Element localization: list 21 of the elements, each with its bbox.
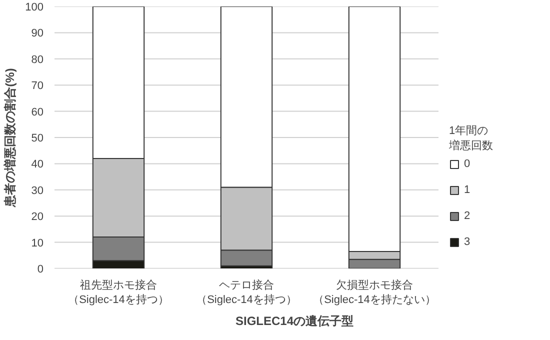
y-axis-title: 患者の増悪回数の割合(%): [3, 68, 18, 208]
legend-title: 1年間の増悪回数: [449, 124, 493, 153]
y-tick-label: 70: [31, 80, 44, 92]
y-tick-label: 10: [31, 237, 44, 250]
legend-label: 3: [464, 236, 472, 248]
x-tick-label: 祖先型ホモ接合（Siglec-14を持つ）: [68, 278, 169, 306]
legend-label: 0: [464, 158, 472, 170]
y-tick-label: 100: [25, 2, 44, 14]
y-tick-label: 20: [31, 211, 44, 224]
x-tick-label: ヘテロ接合（Siglec-14を持つ）: [196, 278, 297, 306]
legend-label: 1: [464, 184, 472, 196]
y-tick-label: 50: [31, 132, 44, 144]
x-tick-label: 欠損型ホモ接合（Siglec-14を持たない）: [313, 278, 436, 306]
y-tick-label: 30: [31, 184, 44, 197]
y-tick-label: 80: [31, 54, 44, 66]
y-tick-label: 0: [37, 264, 44, 276]
y-tick-label: 40: [31, 158, 44, 171]
y-tick-label: 90: [31, 28, 44, 40]
legend-label: 2: [464, 210, 472, 222]
x-axis-title: SIGLEC14の遺伝子型: [235, 314, 354, 328]
y-tick-label: 60: [31, 106, 44, 118]
